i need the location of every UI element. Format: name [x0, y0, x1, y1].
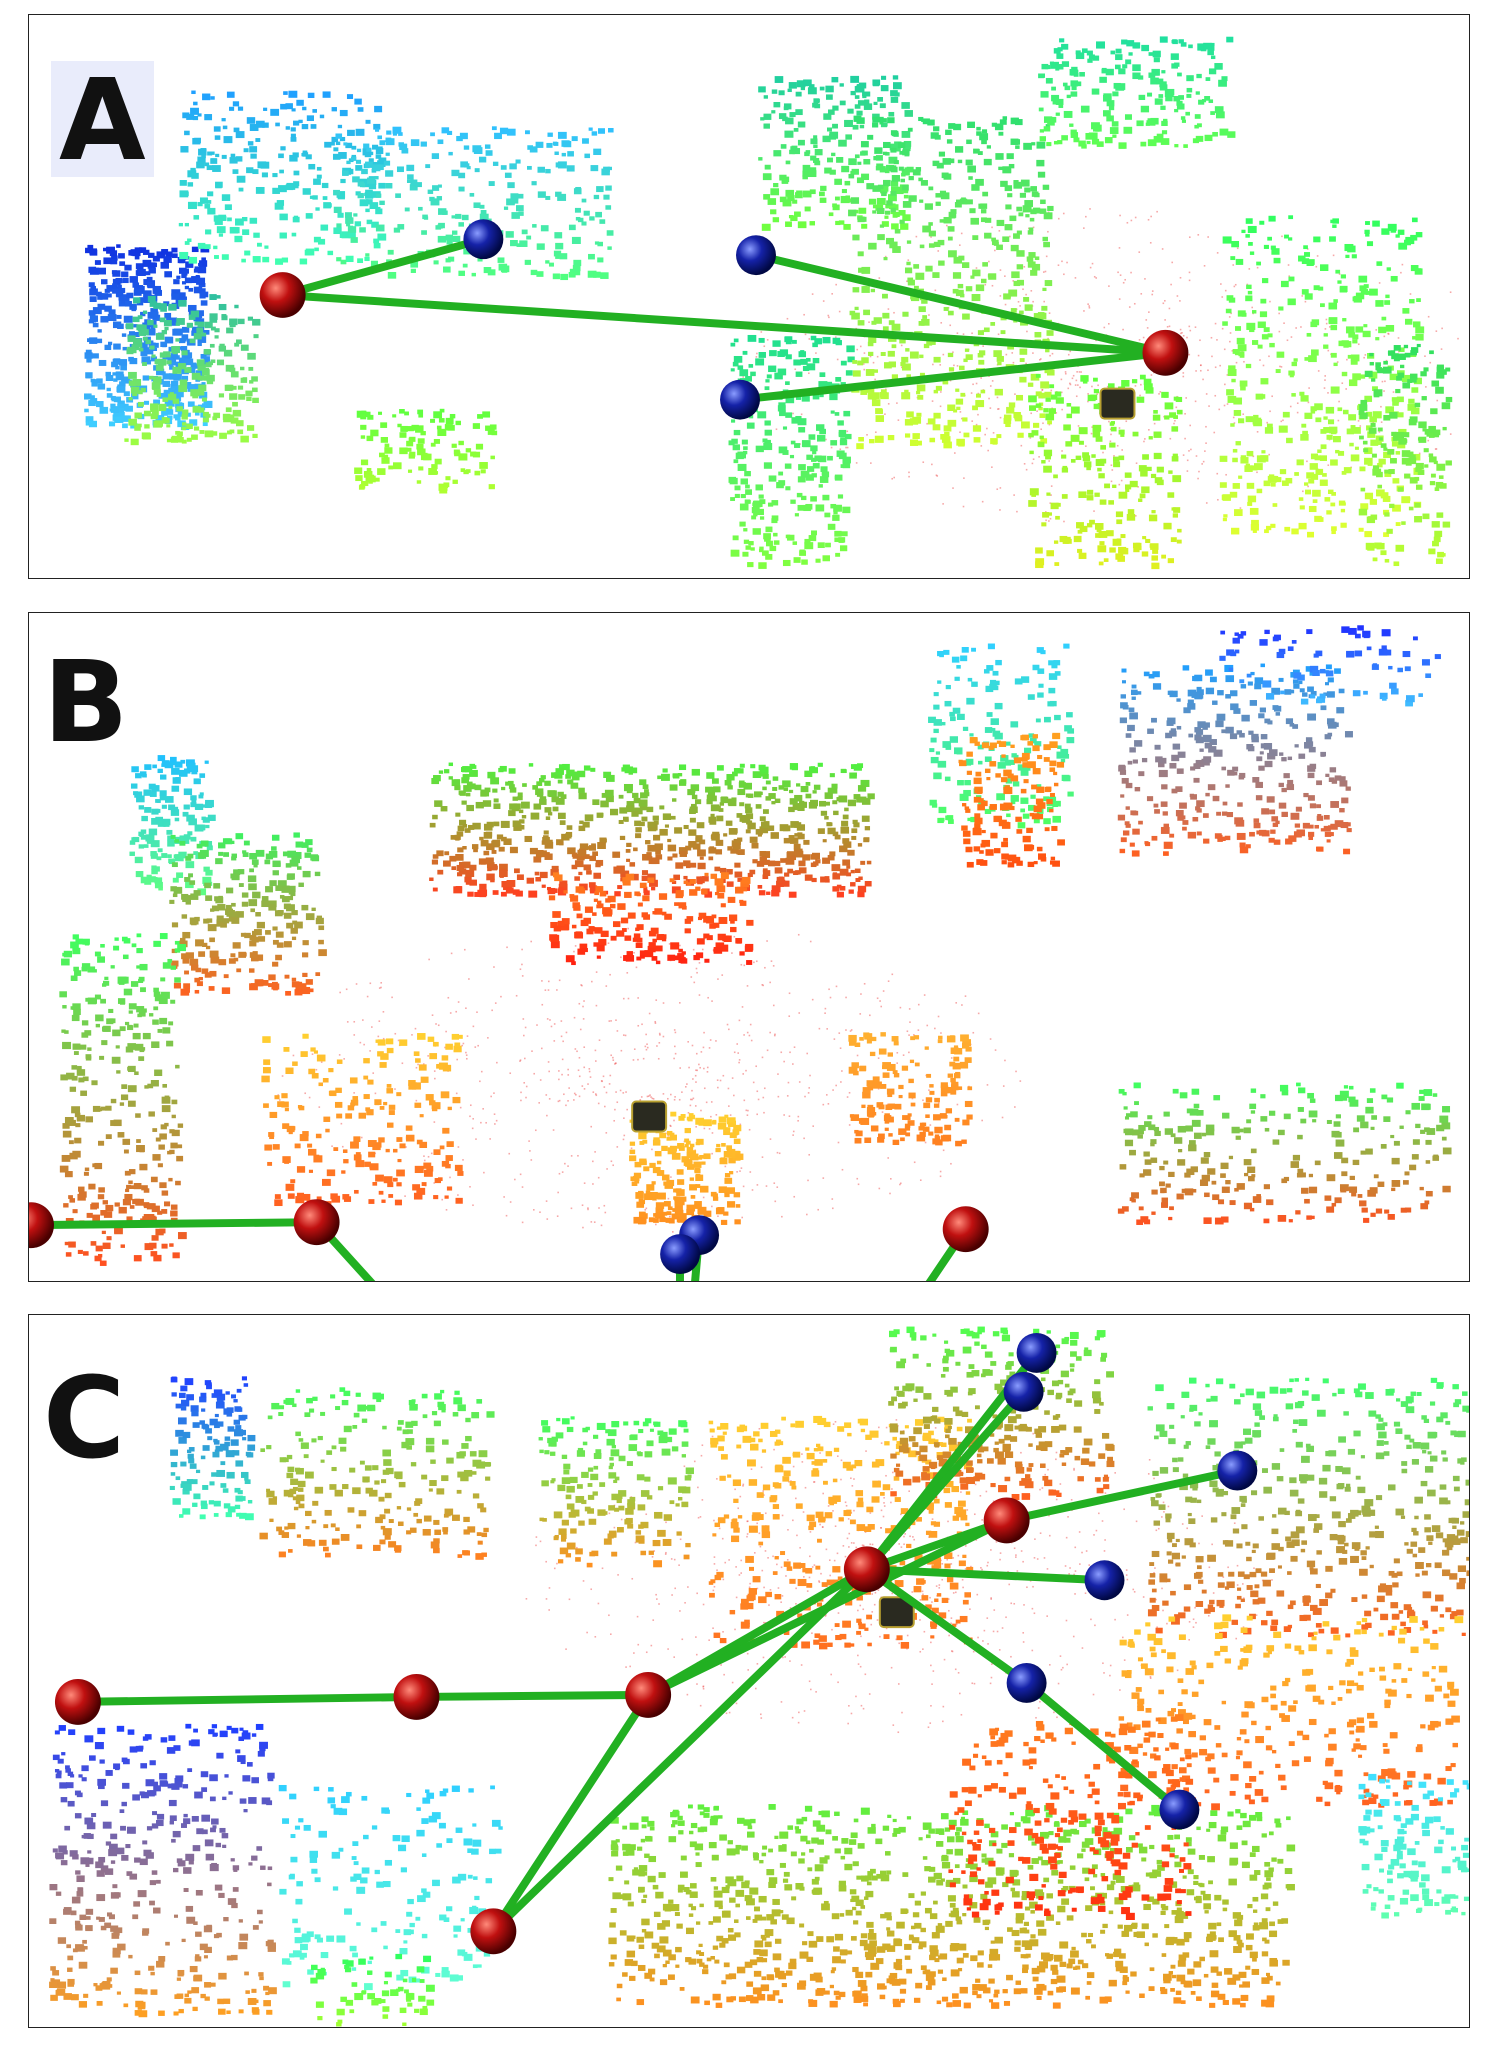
panel-c-graph [49, 1326, 1469, 2027]
frontier-node-red [470, 1908, 517, 1955]
cloud-cluster [1219, 625, 1441, 707]
graph-edge [29, 1218, 321, 1230]
cloud-cluster [354, 408, 498, 494]
panel-c: C [28, 1314, 1470, 2028]
point-cloud [49, 1326, 1469, 2027]
cloud-cluster [59, 933, 187, 1266]
panel-a-label: A [51, 61, 154, 177]
graph-edge [73, 1692, 421, 1706]
graph-edge [736, 348, 1170, 404]
cloud-cluster [278, 1784, 503, 1991]
target-node-blue [1159, 1789, 1200, 1830]
frontier-node-red [293, 1199, 340, 1246]
point-cloud [84, 36, 1453, 570]
target-node-blue [1217, 1450, 1258, 1491]
ground-scan [277, 926, 1022, 1237]
robot-marker [1099, 387, 1136, 420]
robot-marker [631, 1100, 668, 1133]
cloud-cluster [548, 872, 754, 966]
panel-b-graph [29, 625, 1452, 1281]
point-cloud [59, 625, 1452, 1266]
target-node-blue [1003, 1371, 1044, 1412]
cloud-cluster [169, 832, 327, 996]
frontier-node-red [843, 1546, 890, 1593]
target-node-blue [1016, 1332, 1057, 1373]
graph-edges [73, 1348, 1242, 1936]
cloud-cluster [310, 1953, 435, 2027]
target-node-blue [1084, 1560, 1125, 1601]
graph-edges [278, 235, 1170, 404]
cloud-cluster [538, 1416, 694, 1568]
cloud-cluster [84, 244, 213, 431]
target-node-blue [720, 379, 760, 420]
target-node-blue [736, 235, 776, 276]
robot-marker [878, 1596, 915, 1629]
cloud-cluster [1038, 36, 1236, 149]
target-node-blue [463, 219, 504, 260]
graph-edge [1022, 1678, 1184, 1814]
target-node-blue [1006, 1663, 1047, 1703]
cloud-cluster [261, 1033, 464, 1207]
frontier-node-red [259, 272, 306, 318]
graph-edge [278, 235, 488, 299]
cloud-cluster [1117, 1614, 1464, 1811]
graph-edge [412, 1690, 653, 1701]
cloud-cluster [169, 1376, 256, 1521]
graph-nodes [54, 1332, 1258, 1955]
frontier-node-red [625, 1671, 672, 1718]
graph-edge [751, 251, 1170, 357]
panel-b-label: B [43, 638, 129, 768]
graph-nodes [29, 1199, 989, 1275]
cloud-cluster [1358, 1773, 1469, 1919]
graph-edge [862, 1387, 1028, 1574]
cloud-cluster [1147, 1377, 1469, 1639]
cloud-cluster [848, 1032, 973, 1147]
frontier-node-red [29, 1202, 54, 1249]
cloud-cluster [124, 294, 261, 446]
frontier-node-red [393, 1673, 440, 1720]
frontier-node-red [983, 1497, 1030, 1544]
cloud-cluster [728, 334, 855, 569]
graph-edge [925, 1225, 970, 1281]
graph-edge [1002, 1466, 1242, 1525]
cloud-cluster [129, 755, 216, 896]
cloud-cluster [758, 75, 914, 231]
graph-edge [278, 291, 1170, 357]
ground-scan [742, 208, 1459, 523]
cloud-cluster [1117, 663, 1353, 857]
graph-edge [489, 1690, 653, 1936]
graph-edge [691, 1231, 704, 1281]
cloud-cluster [429, 762, 875, 898]
cloud-cluster [629, 1111, 744, 1226]
graph-nodes [259, 219, 1189, 420]
panel-c-label: C [43, 1354, 126, 1484]
cloud-cluster [958, 732, 1065, 868]
frontier-node-red [1142, 329, 1189, 376]
cloud-cluster [1358, 343, 1453, 567]
cloud-cluster [49, 1723, 277, 2018]
cloud-cluster [608, 1804, 1296, 2009]
cloud-cluster [1219, 215, 1425, 538]
cloud-cluster [178, 90, 387, 265]
cloud-cluster [948, 1714, 1194, 1921]
panel-a: A [28, 14, 1470, 579]
frontier-node-red [54, 1678, 101, 1725]
cloud-cluster [259, 1387, 495, 1560]
graph-edge [862, 1565, 1031, 1687]
panel-a-graph [84, 36, 1459, 570]
graph-edge [489, 1565, 871, 1936]
cloud-cluster [1117, 1082, 1452, 1225]
target-node-blue [660, 1234, 701, 1275]
panel-b: B [28, 612, 1470, 1282]
frontier-node-red [942, 1206, 989, 1253]
